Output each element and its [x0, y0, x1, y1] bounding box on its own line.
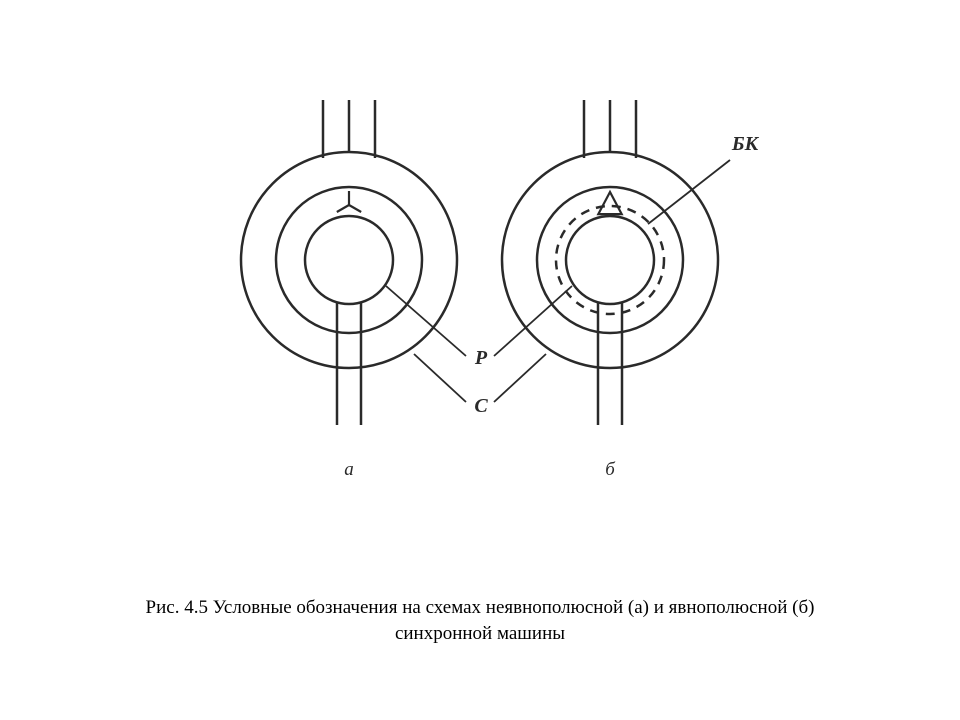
svg-text:С: С [474, 395, 488, 417]
figure-caption: Рис. 4.5 Условные обозначения на схемах … [80, 595, 880, 646]
svg-text:Р: Р [474, 347, 488, 369]
caption-line-2: синхронной машины [395, 623, 565, 644]
svg-text:а: а [344, 459, 354, 480]
caption-line-1: Рис. 4.5 Условные обозначения на схемах … [146, 597, 815, 618]
svg-text:б: б [605, 459, 616, 480]
svg-text:БК: БК [731, 133, 760, 155]
page: а б БК Р С Рис. 4.5 Условные обозначения на … [0, 0, 960, 720]
